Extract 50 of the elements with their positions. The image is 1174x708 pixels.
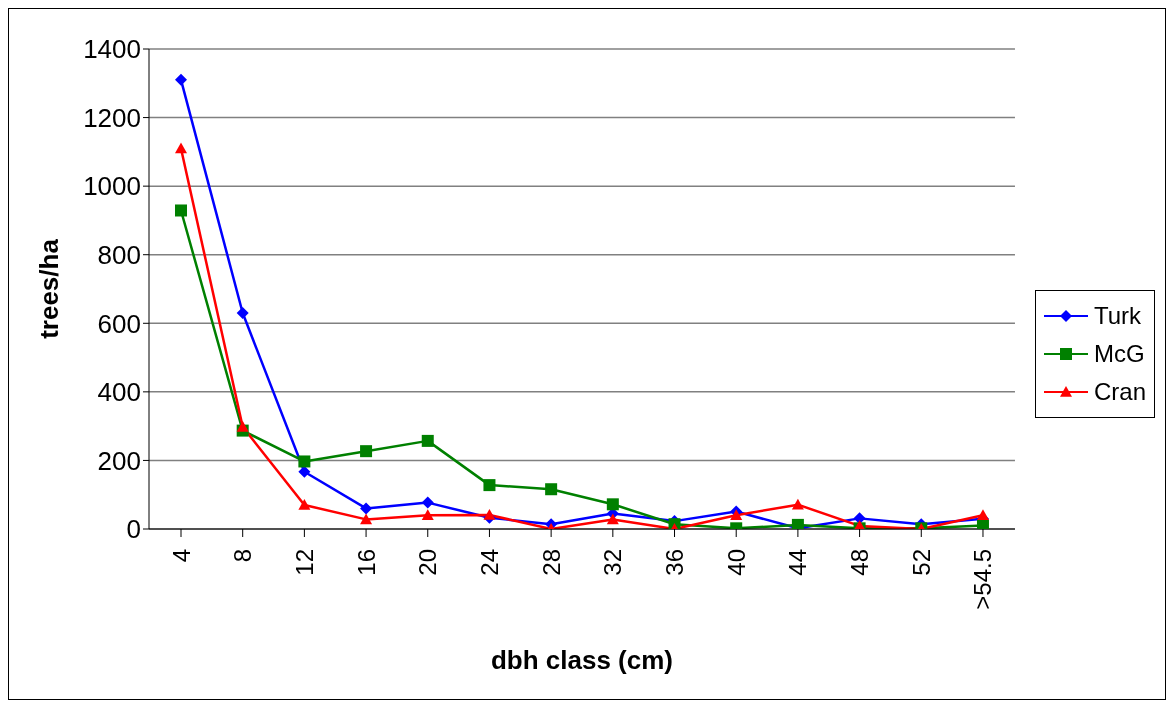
y-tick-label: 800 — [97, 239, 141, 270]
y-tick-label: 200 — [97, 445, 141, 476]
point — [730, 509, 743, 521]
x-tick-label: 8 — [229, 549, 257, 563]
x-tick-label: 36 — [661, 549, 689, 576]
x-tick-label: 48 — [846, 549, 874, 576]
point — [360, 445, 373, 458]
point — [791, 498, 804, 510]
point — [483, 479, 496, 492]
legend-label: Turk — [1093, 302, 1142, 330]
x-tick-label: 12 — [290, 549, 318, 576]
x-tick-label: 44 — [784, 549, 812, 576]
x-tick-label: 4 — [167, 549, 195, 563]
point — [175, 73, 187, 86]
point — [791, 518, 804, 529]
point — [298, 455, 311, 468]
x-tick-label: >54.5 — [969, 549, 997, 610]
point — [360, 513, 373, 525]
point — [175, 204, 187, 217]
y-tick-label: 1000 — [83, 171, 141, 202]
point — [976, 509, 989, 521]
point — [298, 499, 311, 510]
point — [360, 502, 373, 515]
point — [421, 509, 434, 521]
y-tick-label: 400 — [97, 377, 141, 408]
point — [236, 420, 249, 432]
x-tick-label: 28 — [537, 549, 565, 576]
point — [421, 496, 434, 509]
legend-label: Cran — [1093, 378, 1146, 406]
point — [545, 483, 558, 496]
point — [606, 513, 619, 525]
point — [175, 142, 187, 154]
point — [421, 434, 434, 447]
y-axis-title: trees/ha — [34, 238, 65, 339]
x-axis-title: dbh class (cm) — [490, 645, 674, 675]
x-tick-label: 40 — [722, 549, 750, 576]
y-tick-label: 600 — [97, 308, 141, 339]
point — [236, 307, 249, 319]
x-tick-label: 16 — [352, 549, 380, 576]
point — [976, 519, 989, 529]
x-tick-label: 24 — [475, 549, 503, 576]
y-tick-label: 1200 — [83, 102, 141, 133]
x-tick-label: 20 — [414, 549, 442, 576]
y-tick-label: 0 — [126, 514, 141, 545]
point — [606, 498, 619, 511]
y-tick-label: 1400 — [83, 34, 141, 65]
point — [483, 508, 496, 520]
x-tick-label: 52 — [907, 549, 935, 576]
x-tick-label: 32 — [599, 549, 627, 576]
legend-label: McG — [1093, 340, 1145, 368]
